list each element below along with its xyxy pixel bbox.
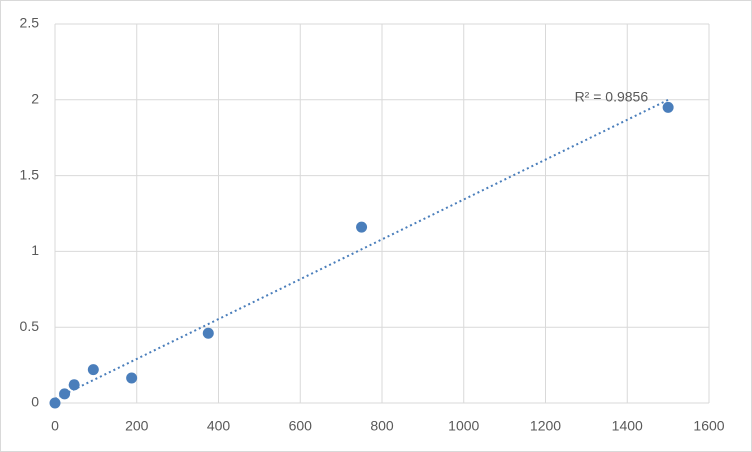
y-tick-label: 0.5 [20, 318, 40, 334]
trendline-label: R² = 0.9856 [575, 89, 649, 105]
point [49, 397, 61, 409]
y-tick-label: 1.5 [20, 166, 40, 182]
trendline [54, 98, 669, 400]
point [59, 388, 71, 400]
point [68, 379, 80, 391]
y-tick-label: 0 [31, 394, 39, 410]
x-tick-label: 200 [125, 418, 149, 434]
x-tick-label: 0 [51, 418, 59, 434]
x-tick-label: 1200 [530, 418, 561, 434]
x-tick-label: 1000 [448, 418, 479, 434]
point [662, 101, 674, 113]
x-tick-label: 1600 [693, 418, 724, 434]
y-tick-label: 2 [31, 91, 39, 107]
x-tick-label: 600 [289, 418, 313, 434]
y-tick-label: 1 [31, 242, 39, 258]
point [356, 221, 368, 233]
point [87, 364, 99, 376]
point [202, 327, 214, 339]
point [126, 372, 138, 384]
x-tick-label: 800 [370, 418, 394, 434]
y-tick-label: 2.5 [20, 15, 40, 31]
x-tick-label: 400 [207, 418, 231, 434]
x-tick-label: 1400 [612, 418, 643, 434]
